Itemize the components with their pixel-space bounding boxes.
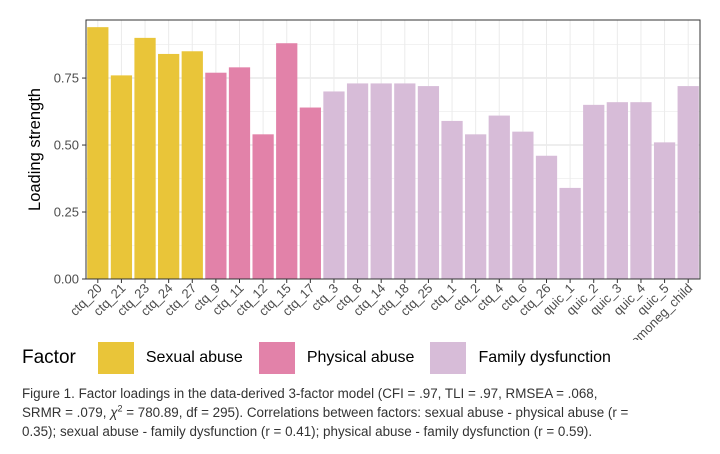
caption-line-2: SRMR = .079, χ2 = 780.89, df = 295). Cor… [22,403,712,422]
bar-ctq_23 [134,37,156,279]
bar-emoneg_child [677,86,699,279]
bar-ctq_26 [535,155,558,279]
y-tick-label: 0.25 [54,205,79,220]
chi-symbol: χ [110,405,118,420]
bar-ctq_9 [205,72,227,279]
y-axis: 0.00 0.25 0.50 0.75 [54,71,86,287]
legend-swatch-physical-abuse [258,342,295,374]
caption-line-3: 0.35); sexual abuse - family dysfunction… [22,424,593,439]
bar-quic_5 [653,142,676,279]
bar-ctq_18 [394,83,416,280]
figure-caption: Figure 1. Factor loadings in the data-de… [22,384,712,441]
legend: Factor Sexual abuse Physical abuse Famil… [22,340,712,376]
bar-ctq_27 [181,51,203,279]
legend-label: Family dysfunction [478,349,611,366]
legend-swatch-family-dysfunction [430,342,467,374]
legend-swatch-sexual-abuse [97,342,134,374]
x-axis: ctq_20ctq_21ctq_23ctq_24ctq_27ctq_9ctq_1… [67,279,695,340]
y-tick-label: 0.75 [54,71,79,86]
legend-label: Physical abuse [306,349,415,366]
bar-quic_2 [583,104,605,279]
bar-ctq_11 [228,67,251,279]
bar-ctq_4 [488,115,510,279]
bar-ctq_2 [465,134,487,279]
chart-bars [87,27,699,280]
plot-panel-border [85,19,701,280]
bar-ctq_17 [299,107,321,279]
chi-superscript: 2 [117,403,123,414]
bar-ctq_1 [441,120,463,279]
caption-line-2-end: = 780.89, df = 295). Correlations betwee… [122,405,629,420]
bar-ctq_14 [370,83,392,280]
caption-line-1: Figure 1. Factor loadings in the data-de… [22,386,598,401]
bar-ctq_20 [87,27,109,280]
caption-line-2-start: SRMR = .079, [22,405,111,420]
legend-title: Factor [22,347,76,368]
bar-ctq_6 [512,131,534,279]
y-tick-label: 0.00 [54,272,79,287]
legend-item-physical-abuse: Physical abuse [258,342,415,374]
y-tick-label: 0.50 [54,138,79,153]
bar-ctq_15 [276,43,298,279]
bar-ctq_25 [417,86,440,279]
bar-ctq_24 [158,53,180,279]
bar-ctq_8 [346,83,369,280]
bar-quic_4 [630,102,652,279]
bar-quic_3 [606,102,628,279]
y-axis-title: Loading strength [26,88,44,211]
legend-item-family-dysfunction: Family dysfunction [430,342,611,374]
factor-loadings-chart: 0.00 0.25 0.50 0.75 ctq_20ctq_21ctq_23ctq_2… [26,19,701,340]
legend-item-sexual-abuse: Sexual abuse [97,342,243,374]
bar-ctq_21 [110,75,133,280]
bar-quic_1 [559,187,581,279]
legend-label: Sexual abuse [145,349,243,366]
bar-ctq_3 [323,91,345,279]
bar-ctq_12 [252,134,274,279]
